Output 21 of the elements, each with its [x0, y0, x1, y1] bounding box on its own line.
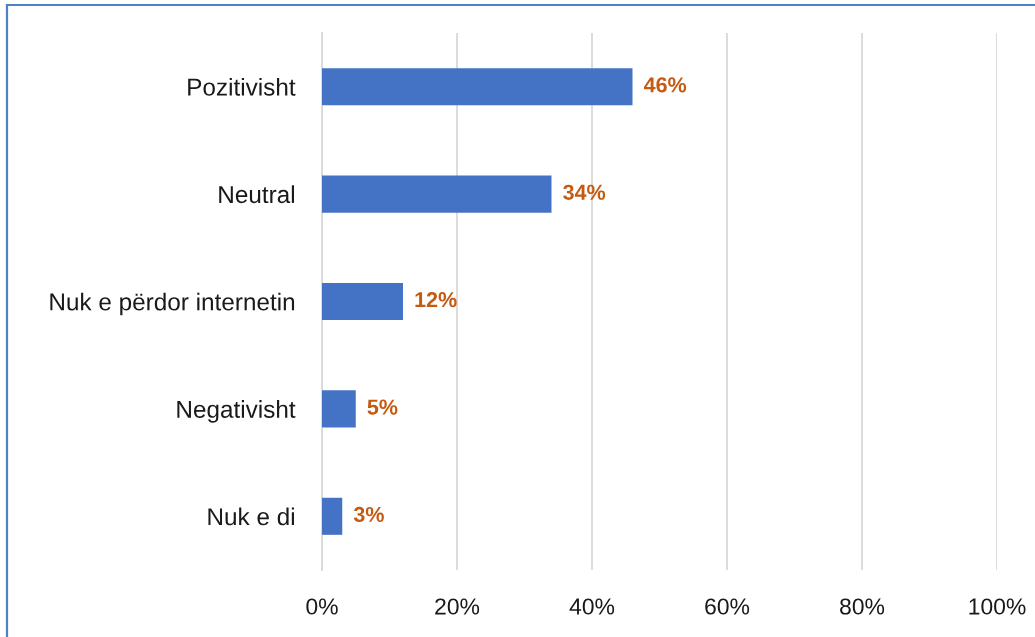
y-tick-label: Negativisht — [177, 400, 296, 423]
y-tick-label: Nuk e përdor internetin — [50, 292, 295, 316]
x-tick-label: 100% — [969, 598, 1026, 615]
data-label: 12% — [415, 292, 457, 308]
bar — [322, 68, 633, 106]
x-tick-label: 0% — [306, 598, 338, 615]
x-tick-label: 80% — [840, 598, 885, 615]
data-label: 3% — [353, 506, 384, 523]
data-label: 46% — [643, 77, 687, 93]
bar — [322, 175, 552, 213]
y-tick-label: Nuk e di — [208, 507, 294, 526]
y-tick-label: Neutral — [219, 185, 294, 204]
x-tick-label: 60% — [705, 598, 750, 615]
bar — [322, 282, 403, 321]
bar — [322, 390, 356, 428]
y-tick-label: Pozitivisht — [188, 77, 296, 96]
data-label: 34% — [563, 184, 606, 200]
data-label: 5% — [367, 399, 398, 415]
x-tick-label: 40% — [569, 598, 615, 615]
bar — [322, 497, 343, 535]
x-tick-label: 20% — [435, 598, 480, 615]
